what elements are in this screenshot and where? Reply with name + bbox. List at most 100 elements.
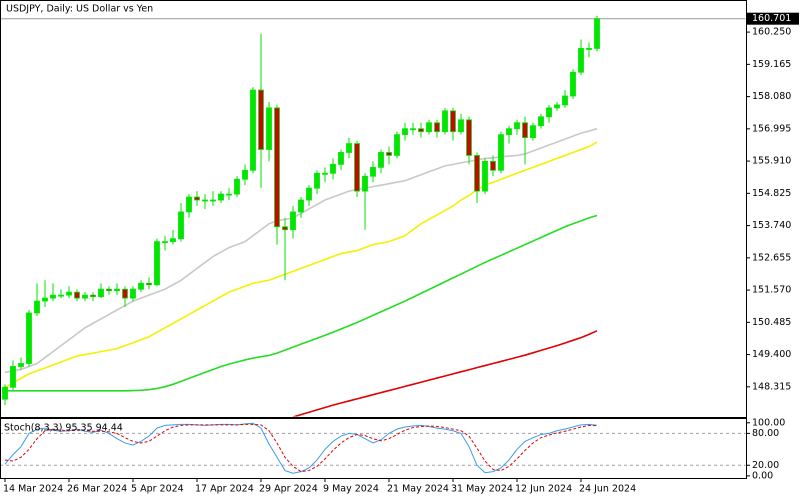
candle-body: [138, 282, 144, 290]
candle-body: [378, 152, 384, 168]
candle-body: [578, 48, 584, 73]
candle-body: [394, 134, 400, 156]
candle-body: [258, 89, 264, 150]
ma-line: [4, 141, 598, 388]
last-price-label: 160.701: [752, 13, 791, 24]
stoch-label: Stoch(8,3,3) 95.35 94.44: [4, 423, 123, 434]
candle-body: [218, 193, 224, 201]
candle-body: [474, 155, 480, 192]
candle-body: [90, 294, 96, 298]
candle-body: [450, 110, 456, 133]
main-frame: [0, 0, 747, 418]
stoch-plot: [0, 422, 746, 474]
candle-body: [346, 143, 352, 153]
stoch-frame: [0, 418, 747, 479]
candle-body: [274, 107, 280, 228]
candle-body: [426, 122, 432, 133]
x-tick-label: 5 Apr 2024: [131, 484, 184, 495]
candle-body: [194, 196, 200, 201]
candle-body: [530, 125, 536, 139]
candle-body: [82, 294, 88, 299]
stoch-tick-label: 80.00: [752, 428, 779, 439]
x-tick-label: 9 May 2024: [323, 484, 379, 495]
candle-body: [386, 152, 392, 156]
candle-body: [522, 122, 528, 139]
candle-body: [402, 128, 408, 136]
y-tick-label: 151.570: [752, 285, 791, 296]
candle-body: [290, 211, 296, 231]
x-tick-label: 12 Jun 2024: [515, 484, 572, 495]
candle-body: [42, 297, 48, 302]
y-tick-label: 149.400: [752, 349, 791, 360]
stoch-line: [4, 423, 598, 473]
y-tick-label: 155.910: [752, 156, 791, 167]
candle-body: [354, 143, 360, 192]
candle-body: [418, 128, 424, 133]
candle-body: [242, 169, 248, 180]
y-tick-label: 160.250: [752, 27, 791, 38]
candle-body: [306, 187, 312, 201]
candle-body: [498, 134, 504, 171]
candle-body: [2, 386, 8, 400]
x-tick-label: 29 Apr 2024: [259, 484, 318, 495]
x-tick-label: 26 Mar 2024: [67, 484, 127, 495]
candle-body: [554, 104, 560, 109]
candle-body: [250, 89, 256, 171]
candle-body: [370, 166, 376, 177]
candle-body: [434, 122, 440, 133]
candle-body: [570, 71, 576, 97]
candle-body: [314, 172, 320, 189]
candle-body: [58, 294, 64, 297]
y-tick-label: 148.315: [752, 381, 791, 392]
candle-body: [210, 199, 216, 202]
y-tick-label: 156.995: [752, 123, 791, 134]
candle-body: [34, 300, 40, 314]
candle-body: [514, 122, 520, 130]
ma-line: [5, 214, 598, 392]
chart-title: USDJPY, Daily: US Dollar vs Yen: [6, 4, 153, 15]
candle-body: [506, 128, 512, 136]
stoch-tick-label: 0.00: [752, 470, 773, 481]
candle-body: [10, 366, 16, 388]
last-price-box: [747, 12, 799, 25]
candle-body: [482, 160, 488, 192]
candle-body: [442, 110, 448, 133]
candle-body: [162, 241, 168, 244]
candle-body: [74, 291, 80, 299]
candle-body: [202, 199, 208, 202]
stoch-tick-label: 100.00: [752, 417, 785, 428]
ma-line: [292, 330, 598, 417]
candle-body: [98, 288, 104, 298]
y-tick-label: 159.165: [752, 59, 791, 70]
candle-body: [410, 128, 416, 131]
candle-body: [146, 282, 152, 286]
candle-body: [122, 288, 128, 299]
candle-body: [330, 163, 336, 174]
candle-body: [178, 211, 184, 240]
y-tick-label: 153.740: [752, 220, 791, 231]
main-plot: [0, 15, 746, 417]
x-tick-label: 31 May 2024: [451, 484, 513, 495]
candle-body: [538, 116, 544, 127]
candle-body: [466, 119, 472, 156]
candle-body: [226, 193, 232, 196]
x-tick-label: 21 May 2024: [387, 484, 449, 495]
candle-body: [362, 175, 368, 192]
candle-body: [130, 288, 136, 299]
x-tick-label: 14 Mar 2024: [3, 484, 63, 495]
candle-body: [50, 294, 56, 299]
candle-body: [338, 152, 344, 165]
candle-body: [586, 48, 592, 50]
x-tick-label: 24 Jun 2024: [579, 484, 636, 495]
candle-body: [562, 95, 568, 106]
candle-body: [322, 172, 328, 175]
candle-body: [18, 363, 24, 367]
candle-body: [186, 196, 192, 213]
candle-body: [26, 312, 32, 364]
candle-body: [234, 178, 240, 195]
candle-body: [114, 288, 120, 292]
y-tick-label: 152.655: [752, 252, 791, 263]
y-tick-label: 154.825: [752, 188, 791, 199]
